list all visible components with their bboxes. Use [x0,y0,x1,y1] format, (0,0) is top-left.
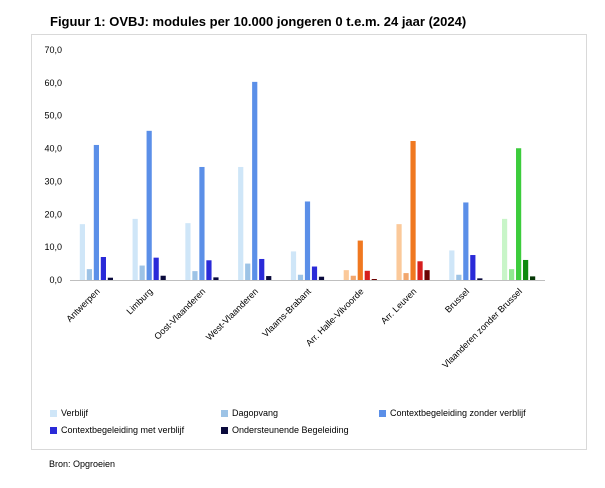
bar-contextbegeleiding-met-verblijf [417,261,423,280]
y-tick-label: 70,0 [44,45,62,55]
legend-item: Dagopvang [221,408,278,418]
legend-item: Ondersteunende Begeleiding [221,425,349,435]
bar-dagopvang [192,271,198,280]
legend-label: Contextbegeleiding met verblijf [61,425,185,435]
bar-ondersteunende-begeleiding [371,279,377,280]
legend-item: Contextbegeleiding met verblijf [50,425,184,435]
bar-contextbegeleiding-zonder-verblijf [516,148,522,280]
bar-contextbegeleiding-met-verblijf [206,260,212,280]
x-tick-label: Arr. Leuven [379,286,419,326]
bar-dagopvang [86,269,92,280]
y-tick-label: 40,0 [44,144,62,154]
bar-contextbegeleiding-met-verblijf [259,258,265,280]
bar-ondersteunende-begeleiding [477,278,483,280]
bar-contextbegeleiding-zonder-verblijf [357,240,363,280]
legend-label: Contextbegeleiding zonder verblijf [390,408,526,418]
bar-dagopvang [297,274,304,280]
y-tick-label: 10,0 [44,242,62,252]
bar-ondersteunende-begeleiding [266,276,272,280]
y-tick-label: 0,0 [49,275,62,285]
bar-ondersteunende-begeleiding [424,270,430,280]
bar-verblijf [185,223,191,280]
legend-item: Verblijf [50,408,88,418]
x-tick-label: West-Vlaanderen [204,286,260,342]
legend-swatch [221,426,228,434]
bar-dagopvang [139,265,145,280]
bar-verblijf [449,250,455,280]
x-tick-label: Arr. Halle-Vilvoorde [304,286,366,348]
chart-frame [31,34,587,450]
bar-ondersteunende-begeleiding [530,276,536,280]
legend-label: Dagopvang [232,408,279,418]
bar-contextbegeleiding-met-verblijf [100,257,106,280]
bar-contextbegeleiding-met-verblijf [364,270,370,280]
bar-contextbegeleiding-zonder-verblijf [252,81,258,280]
legend-swatch [379,409,386,417]
x-tick-label: Antwerpen [64,286,101,323]
bar-ondersteunende-begeleiding [160,275,166,280]
bar-contextbegeleiding-zonder-verblijf [410,141,416,280]
bar-contextbegeleiding-met-verblijf [311,266,318,280]
bar-dagopvang [245,263,251,280]
bar-verblijf [502,218,508,280]
bar-contextbegeleiding-zonder-verblijf [146,130,152,280]
y-tick-label: 30,0 [44,176,62,186]
y-tick-label: 20,0 [44,209,62,219]
legend-label: Ondersteunende Begeleiding [232,425,349,435]
bar-verblijf [343,270,349,280]
bar-contextbegeleiding-met-verblijf [470,255,476,280]
bar-ondersteunende-begeleiding [107,277,113,280]
x-tick-label: Vlaams-Brabant [260,286,313,339]
bar-contextbegeleiding-met-verblijf [153,257,159,280]
chart-title: Figuur 1: OVBJ: modules per 10.000 jonge… [50,14,467,29]
bar-verblijf [396,224,402,280]
y-tick-label: 60,0 [44,78,62,88]
bar-contextbegeleiding-zonder-verblijf [304,201,311,280]
bar-contextbegeleiding-zonder-verblijf [199,166,205,280]
x-tick-label: Limburg [125,286,155,316]
legend-swatch [221,409,228,417]
bar-dagopvang [509,269,515,280]
bar-contextbegeleiding-zonder-verblijf [463,202,469,280]
bar-contextbegeleiding-zonder-verblijf [93,144,99,280]
bar-dagopvang [456,274,462,280]
bar-dagopvang [403,273,409,280]
source-note: Bron: Opgroeien [49,459,116,469]
bar-dagopvang [350,275,356,280]
legend-swatch [50,409,57,417]
y-tick-label: 50,0 [44,111,62,121]
bar-verblijf [290,251,297,280]
x-tick-label: Brussel [443,286,471,314]
bar-contextbegeleiding-met-verblijf [523,259,529,280]
bar-verblijf [238,166,244,280]
bar-ondersteunende-begeleiding [318,276,325,280]
legend-swatch [50,426,57,434]
legend-item: Contextbegeleiding zonder verblijf [379,408,526,418]
legend-label: Verblijf [61,408,89,418]
bar-verblijf [132,218,138,280]
bar-verblijf [79,224,85,280]
bar-ondersteunende-begeleiding [213,277,219,280]
x-tick-label: Oost-Vlaanderen [152,286,207,341]
